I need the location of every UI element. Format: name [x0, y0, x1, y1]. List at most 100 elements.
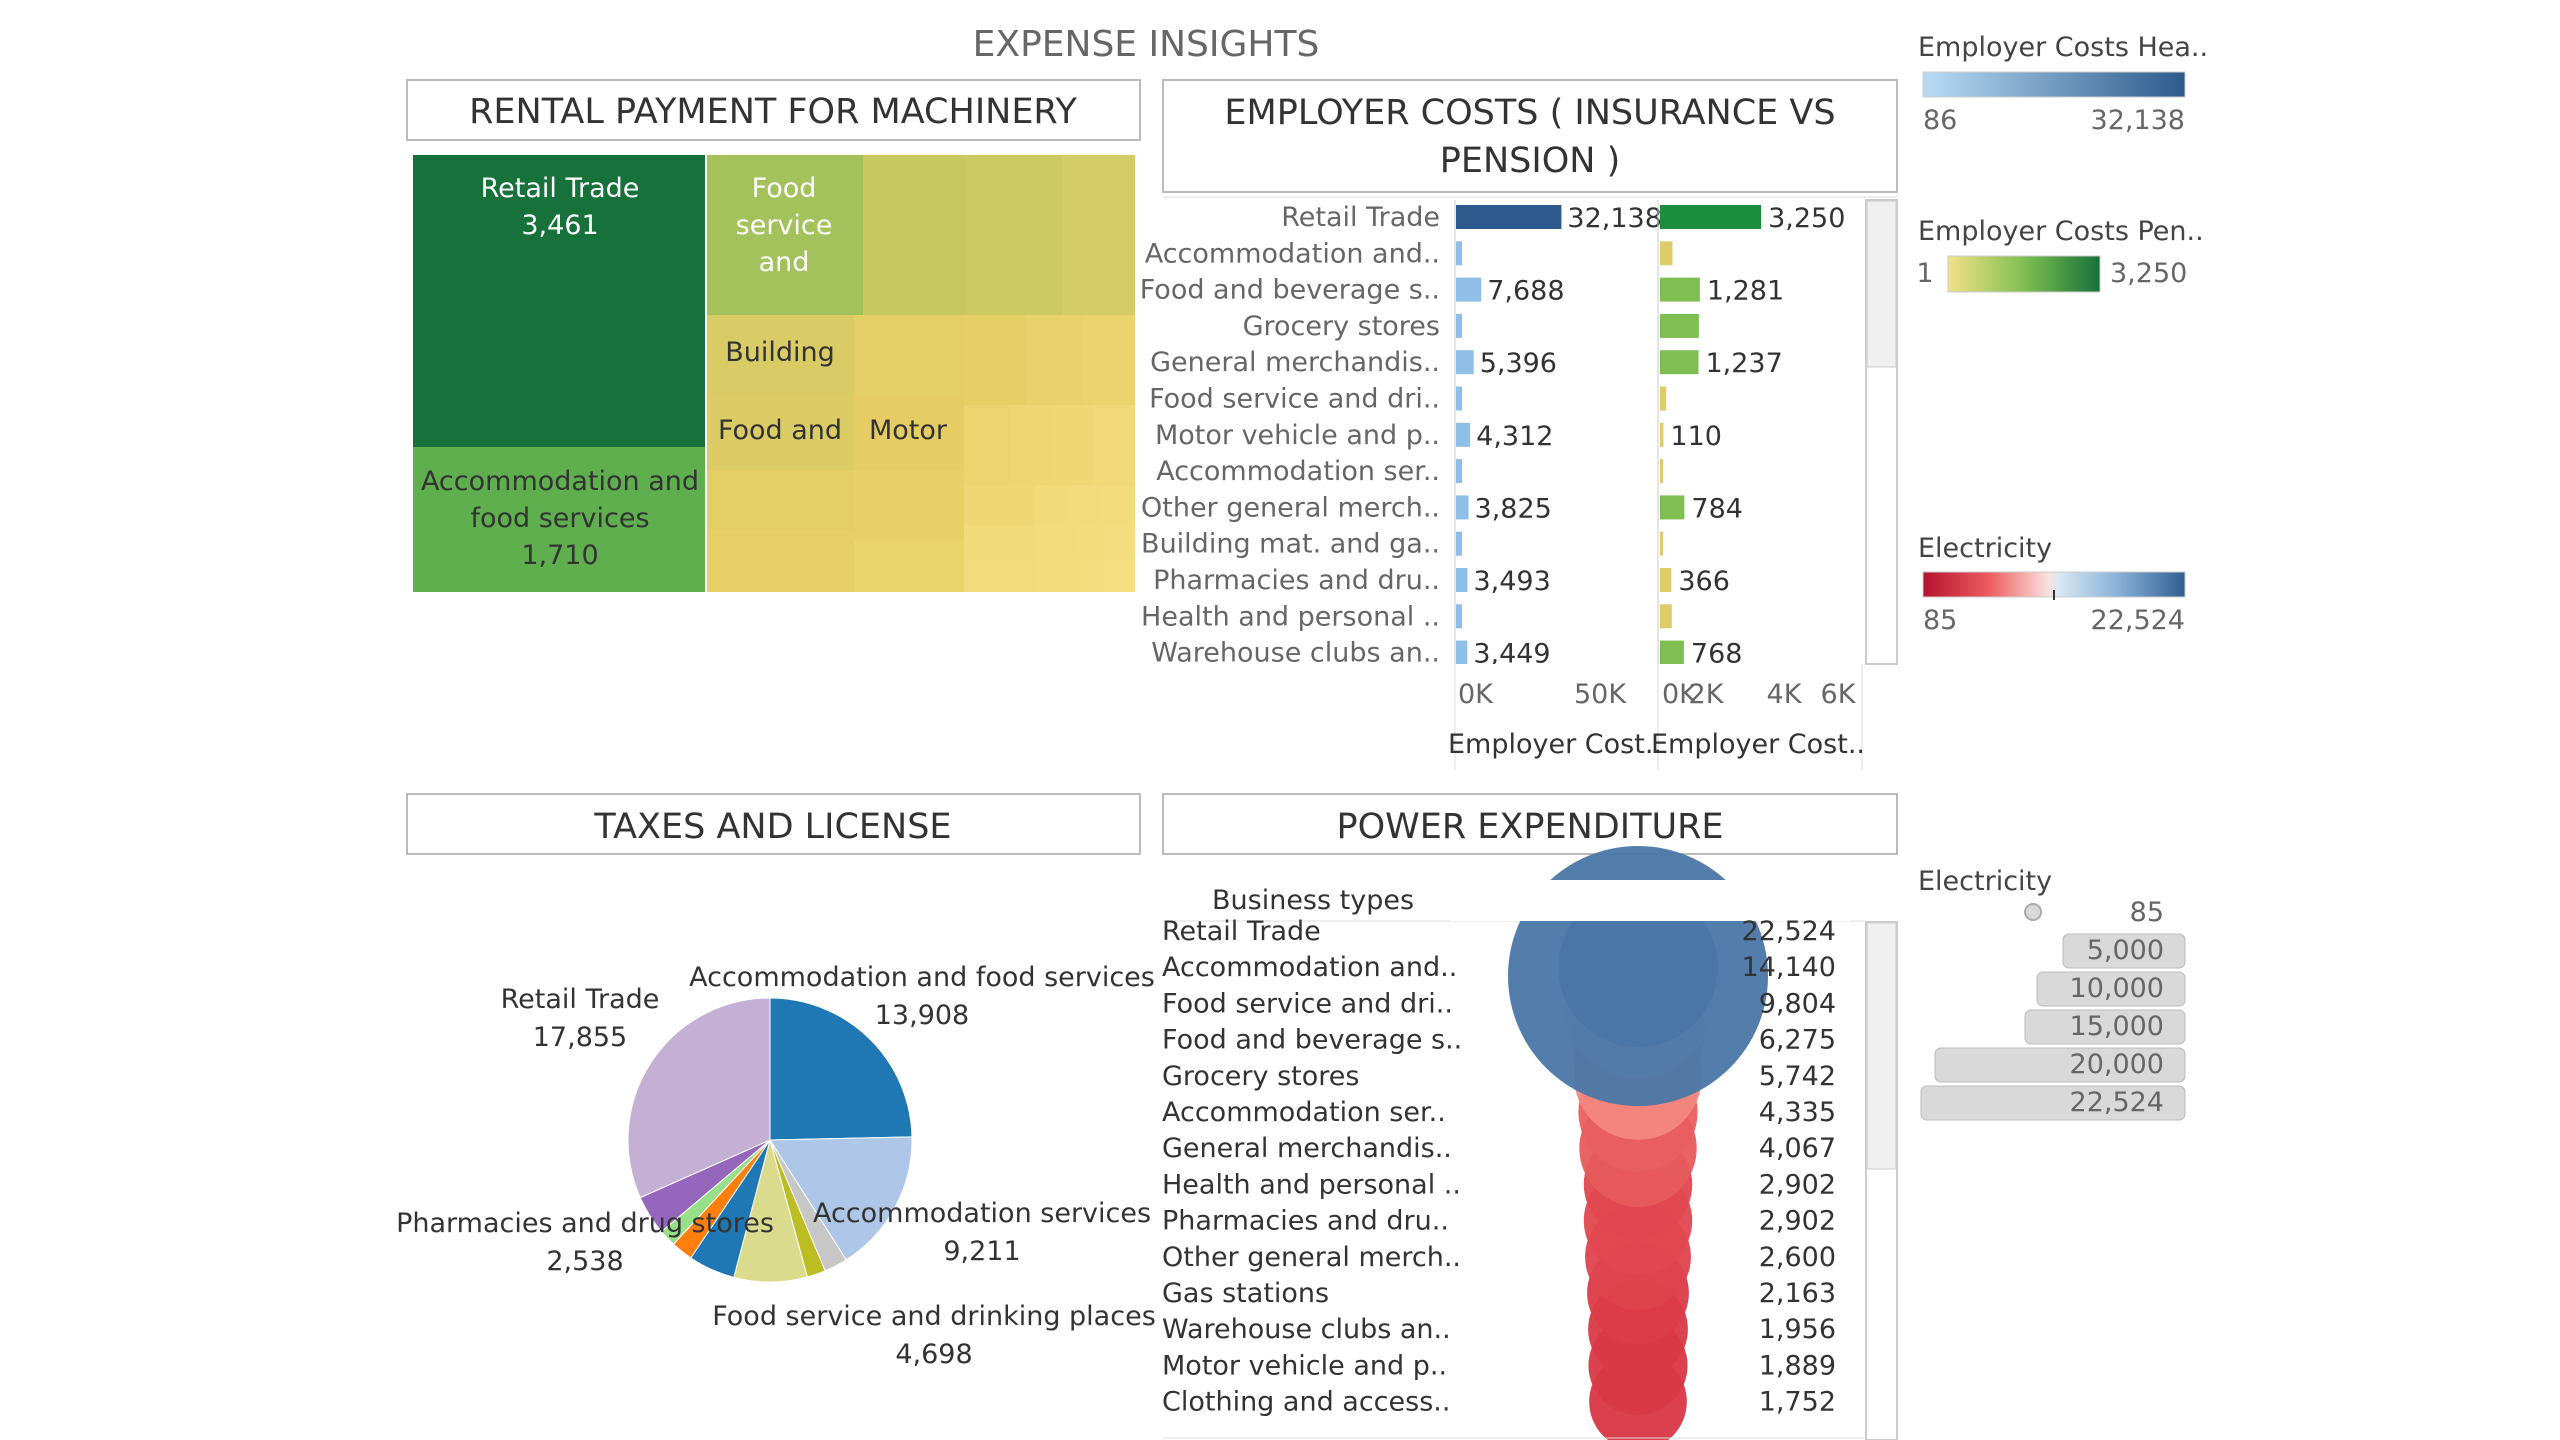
power-category-label: Grocery stores: [1162, 1061, 1359, 1092]
tile-unlabeled-4[interactable]: [854, 315, 964, 395]
health-bar[interactable]: [1456, 241, 1462, 266]
tile-unlabeled-17[interactable]: [1034, 485, 1069, 525]
rental-treemap[interactable]: [413, 155, 1135, 592]
tile-unlabeled-19[interactable]: [1102, 485, 1135, 525]
power-category-label: Food and beverage s..: [1162, 1025, 1462, 1056]
pension-bar[interactable]: [1660, 386, 1667, 411]
employer-category-label: Health and personal ..: [1141, 601, 1440, 632]
tile-unlabeled-7[interactable]: [706, 530, 854, 592]
legend-panel: Employer Costs Hea.. 86 32,138 Employer …: [1916, 32, 2208, 1121]
power-category-label: Gas stations: [1162, 1278, 1329, 1309]
tile-unlabeled-5[interactable]: [706, 470, 854, 530]
pension-bar[interactable]: [1660, 531, 1663, 556]
tile-unlabeled-15[interactable]: [1093, 405, 1135, 485]
tile-unlabeled-6[interactable]: [854, 470, 964, 540]
tile-unlabeled-23[interactable]: [1104, 525, 1135, 559]
power-title-box: [1162, 793, 1898, 855]
pension-bar[interactable]: [1660, 568, 1672, 592]
pie-label-pharmacies-value: 2,538: [546, 1246, 623, 1277]
power-category-label: Clothing and access..: [1162, 1387, 1450, 1418]
tile-unlabeled-22[interactable]: [1074, 525, 1104, 559]
power-scrollbar-thumb[interactable]: [1866, 922, 1897, 1170]
pension-bar[interactable]: [1660, 241, 1673, 266]
health-bar[interactable]: [1456, 277, 1482, 302]
tile-unlabeled-12[interactable]: [964, 405, 1009, 485]
health-bar[interactable]: [1456, 313, 1462, 338]
tile-food-and-label: Food and: [718, 415, 842, 446]
health-bar-label: 7,688: [1487, 276, 1564, 307]
health-bar[interactable]: [1456, 568, 1468, 592]
pension-bar[interactable]: [1660, 640, 1684, 665]
taxes-panel: TAXES AND LICENSE Accommodation and food…: [396, 793, 1156, 1370]
taxes-pie[interactable]: [627, 997, 913, 1283]
tile-unlabeled-2[interactable]: [966, 155, 1062, 315]
employer-category-label: Food and beverage s..: [1140, 275, 1440, 306]
health-bar[interactable]: [1456, 531, 1462, 556]
tile-motor[interactable]: [854, 395, 964, 470]
health-bar[interactable]: [1456, 205, 1562, 229]
tile-unlabeled-24[interactable]: [964, 559, 1034, 592]
tile-unlabeled-20[interactable]: [964, 525, 1034, 559]
pension-bar[interactable]: [1660, 205, 1762, 229]
tile-unlabeled-11[interactable]: [1082, 315, 1135, 405]
tile-unlabeled-16[interactable]: [964, 485, 1034, 525]
power-value-label: 2,163: [1759, 1278, 1836, 1309]
tile-food-and[interactable]: [706, 395, 854, 470]
pension-bar[interactable]: [1660, 422, 1664, 447]
tile-unlabeled-28[interactable]: [1120, 559, 1135, 592]
pension-bar[interactable]: [1660, 350, 1699, 375]
power-value-label: 1,889: [1759, 1350, 1836, 1381]
pie-label-retail-name: Retail Trade: [501, 984, 660, 1015]
tile-unlabeled-9[interactable]: [964, 315, 1026, 405]
tile-unlabeled-10[interactable]: [1026, 315, 1082, 405]
tile-unlabeled-18[interactable]: [1069, 485, 1102, 525]
tile-unlabeled-14[interactable]: [1051, 405, 1093, 485]
tile-unlabeled-27[interactable]: [1104, 559, 1120, 592]
tile-unlabeled-1[interactable]: [863, 155, 966, 315]
tile-unlabeled-26[interactable]: [1079, 559, 1104, 592]
employer-category-label: Retail Trade: [1281, 202, 1440, 233]
tile-accommodation-food[interactable]: [413, 447, 706, 592]
health-bar[interactable]: [1456, 422, 1471, 447]
tile-building-label: Building: [725, 337, 835, 368]
employer-panel: EMPLOYER COSTS ( INSURANCE VS PENSION ) R…: [1140, 79, 1898, 770]
pension-bar[interactable]: [1660, 495, 1685, 520]
size-legend-mark: [2062, 933, 2186, 969]
pension-bar[interactable]: [1660, 459, 1664, 484]
pension-bar[interactable]: [1660, 604, 1672, 629]
tile-unlabeled-21[interactable]: [1034, 525, 1074, 559]
health-bar[interactable]: [1456, 640, 1468, 665]
health-bar[interactable]: [1456, 459, 1462, 484]
tile-unlabeled-8[interactable]: [854, 540, 964, 592]
tile-unlabeled-3[interactable]: [1062, 155, 1135, 315]
employer-scrollbar-thumb[interactable]: [1866, 200, 1897, 368]
pension-bar[interactable]: [1660, 313, 1699, 338]
employer-category-label: Pharmacies and dru..: [1153, 565, 1440, 596]
power-bubble-chart[interactable]: [1450, 846, 1850, 1440]
pie-slice[interactable]: [769, 997, 913, 1141]
tile-food-service[interactable]: [706, 155, 863, 315]
pie-slice[interactable]: [627, 997, 771, 1199]
pie-slice[interactable]: [769, 1136, 913, 1261]
tile-retail-value: 3,461: [521, 210, 598, 241]
pension-bar[interactable]: [1660, 277, 1700, 302]
power-panel: POWER EXPENDITURE Business types Retail …: [1162, 793, 1898, 1440]
pie-labels: Accommodation and food services 13,908 R…: [396, 962, 1156, 1370]
health-bar[interactable]: [1456, 350, 1474, 375]
health-bar[interactable]: [1456, 604, 1462, 629]
power-value-label: 5,742: [1759, 1061, 1836, 1092]
health-bar[interactable]: [1456, 495, 1469, 520]
pension-tick-label: 4K: [1767, 679, 1803, 710]
tile-retail-trade[interactable]: [413, 155, 706, 447]
pie-label-accom-food-value: 13,908: [875, 1000, 969, 1031]
health-bar[interactable]: [1456, 386, 1462, 411]
tile-food-line-1: Food: [752, 173, 817, 204]
tile-unlabeled-13[interactable]: [1009, 405, 1051, 485]
pension-bar-label: 3,250: [1768, 203, 1845, 234]
employer-bar-chart[interactable]: Retail Trade 32,138 3,250 Accommodation and…: [1140, 200, 1870, 694]
size-legend-label: 5,000: [2087, 935, 2164, 966]
tile-unlabeled-25[interactable]: [1034, 559, 1079, 592]
tile-retail-name: Retail Trade: [481, 173, 640, 204]
tile-building[interactable]: [706, 315, 854, 395]
